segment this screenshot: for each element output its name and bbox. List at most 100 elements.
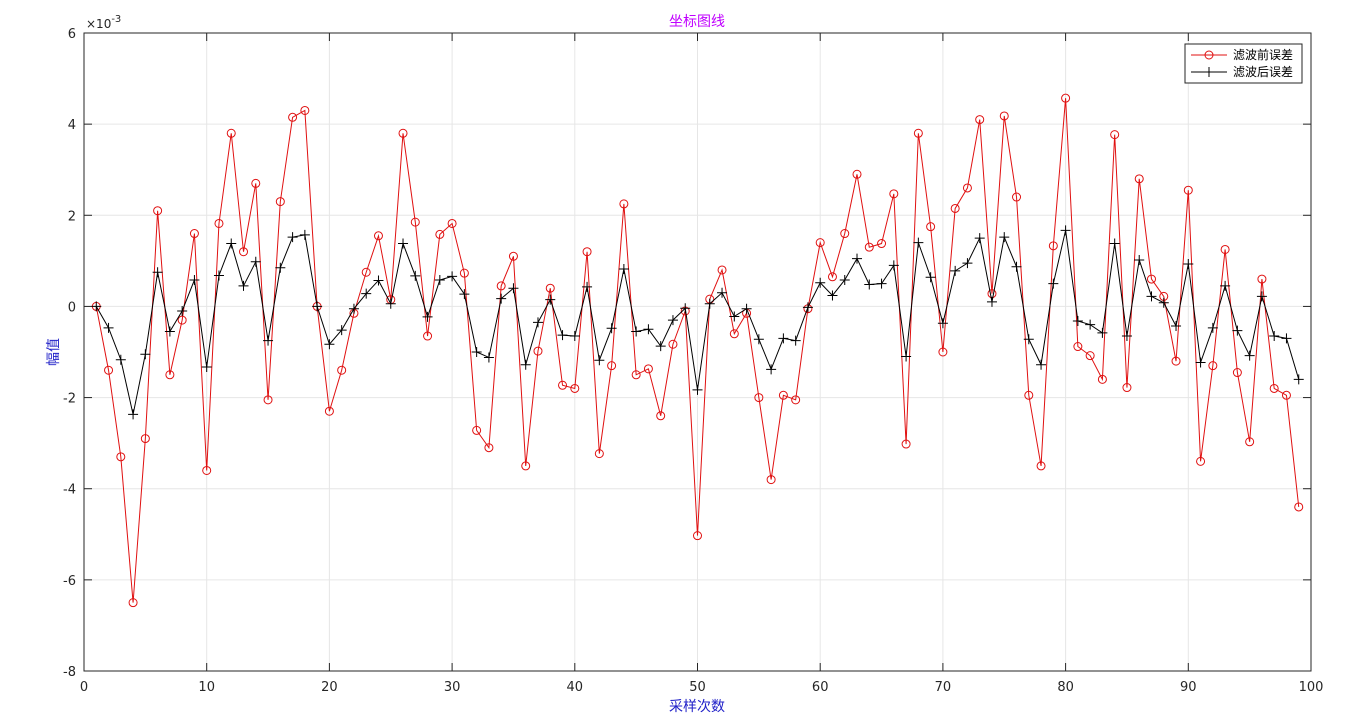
data-point-circle xyxy=(791,395,801,405)
y-tick-label: -2 xyxy=(63,392,76,407)
x-tick-label: 100 xyxy=(1299,680,1324,695)
data-point-circle xyxy=(1122,383,1132,393)
data-point-plus xyxy=(103,322,114,333)
data-point-plus xyxy=(618,264,629,275)
data-point-circle xyxy=(521,461,531,471)
data-point-circle xyxy=(104,365,114,375)
data-point-plus xyxy=(385,298,396,309)
data-point-circle xyxy=(582,247,592,257)
data-point-circle xyxy=(447,218,457,228)
data-point-plus xyxy=(937,318,948,329)
data-point-plus xyxy=(1244,350,1255,361)
data-point-plus xyxy=(164,326,175,337)
data-point-plus xyxy=(1158,297,1169,308)
data-point-circle xyxy=(594,449,604,459)
data-point-circle xyxy=(558,380,568,390)
data-point-circle xyxy=(1085,351,1095,361)
data-point-plus xyxy=(778,333,789,344)
data-point-circle xyxy=(398,128,408,138)
x-tick-label: 40 xyxy=(567,680,584,695)
data-point-plus xyxy=(496,293,507,304)
x-tick-label: 90 xyxy=(1180,680,1197,695)
data-point-plus xyxy=(545,294,556,305)
data-point-circle xyxy=(1183,185,1193,195)
y-tick-label: -8 xyxy=(63,665,76,680)
data-point-plus xyxy=(532,317,543,328)
legend-box xyxy=(1184,43,1303,84)
data-point-plus xyxy=(189,274,200,285)
data-point-plus xyxy=(177,305,188,316)
data-point-plus xyxy=(655,341,666,352)
data-point-circle xyxy=(1220,244,1230,254)
data-point-circle xyxy=(275,197,285,207)
chart-title: 坐标图线 xyxy=(669,14,725,30)
data-point-plus xyxy=(1281,333,1292,344)
data-point-plus xyxy=(839,274,850,285)
data-point-plus xyxy=(925,272,936,283)
data-point-plus xyxy=(1256,291,1267,302)
x-tick-label: 0 xyxy=(80,680,88,695)
y-tick-label: -6 xyxy=(63,574,76,589)
series-line xyxy=(95,98,1300,603)
data-point-plus xyxy=(888,260,899,271)
data-point-plus xyxy=(201,362,212,373)
x-tick-label: 60 xyxy=(812,680,829,695)
data-point-circle xyxy=(938,347,948,357)
y-tick-label: 2 xyxy=(68,209,76,224)
data-point-circle xyxy=(950,203,960,213)
data-point-plus xyxy=(471,347,482,357)
data-point-circle xyxy=(1232,368,1242,378)
y-tick-label: 4 xyxy=(68,118,76,133)
legend: 滤波前误差 滤波后误差 xyxy=(1184,43,1303,84)
data-point-circle xyxy=(189,229,199,239)
data-point-circle xyxy=(239,247,249,257)
data-point-circle xyxy=(496,281,506,291)
data-point-plus xyxy=(962,258,973,269)
legend-label-before: 滤波前误差 xyxy=(1233,47,1293,62)
data-point-circle xyxy=(889,189,899,199)
data-point-plus xyxy=(520,359,531,370)
data-point-plus xyxy=(606,323,617,334)
data-point-plus xyxy=(557,330,568,341)
legend-marker-after xyxy=(1204,67,1214,77)
series-after-filter xyxy=(91,225,1304,420)
data-point-circle xyxy=(545,283,555,293)
data-point-plus xyxy=(827,290,838,301)
data-point-plus xyxy=(1195,357,1206,368)
data-point-plus xyxy=(1060,225,1071,236)
data-point-plus xyxy=(1293,374,1304,385)
data-point-circle xyxy=(570,383,580,393)
data-point-circle xyxy=(214,218,224,228)
data-point-circle xyxy=(913,128,923,138)
legend-label-after: 滤波后误差 xyxy=(1233,65,1293,79)
data-point-plus xyxy=(569,331,580,342)
data-point-circle xyxy=(373,231,383,241)
data-point-circle xyxy=(840,229,850,239)
data-point-circle xyxy=(410,217,420,227)
y-tick-label: -4 xyxy=(63,483,76,498)
legend-marker-before xyxy=(1204,50,1214,60)
data-point-plus xyxy=(398,238,409,249)
data-point-plus xyxy=(1048,278,1059,289)
data-point-circle xyxy=(1281,390,1291,400)
data-point-circle xyxy=(729,329,739,339)
data-point-plus xyxy=(459,289,470,300)
data-point-circle xyxy=(300,105,310,115)
data-point-plus xyxy=(692,384,703,395)
data-point-circle xyxy=(288,112,298,122)
data-point-plus xyxy=(1085,319,1096,330)
data-point-plus xyxy=(594,355,605,366)
data-point-plus xyxy=(1183,259,1194,270)
data-point-circle xyxy=(361,267,371,277)
data-point-circle xyxy=(1208,361,1218,371)
data-point-plus xyxy=(1023,334,1034,345)
data-point-circle xyxy=(754,393,764,403)
data-point-plus xyxy=(582,281,593,292)
data-point-plus xyxy=(1269,331,1280,342)
data-point-plus xyxy=(299,229,310,240)
data-point-plus xyxy=(790,335,801,346)
data-point-circle xyxy=(251,178,261,188)
data-point-plus xyxy=(263,335,274,346)
data-point-circle xyxy=(324,406,334,416)
data-point-plus xyxy=(140,349,151,360)
